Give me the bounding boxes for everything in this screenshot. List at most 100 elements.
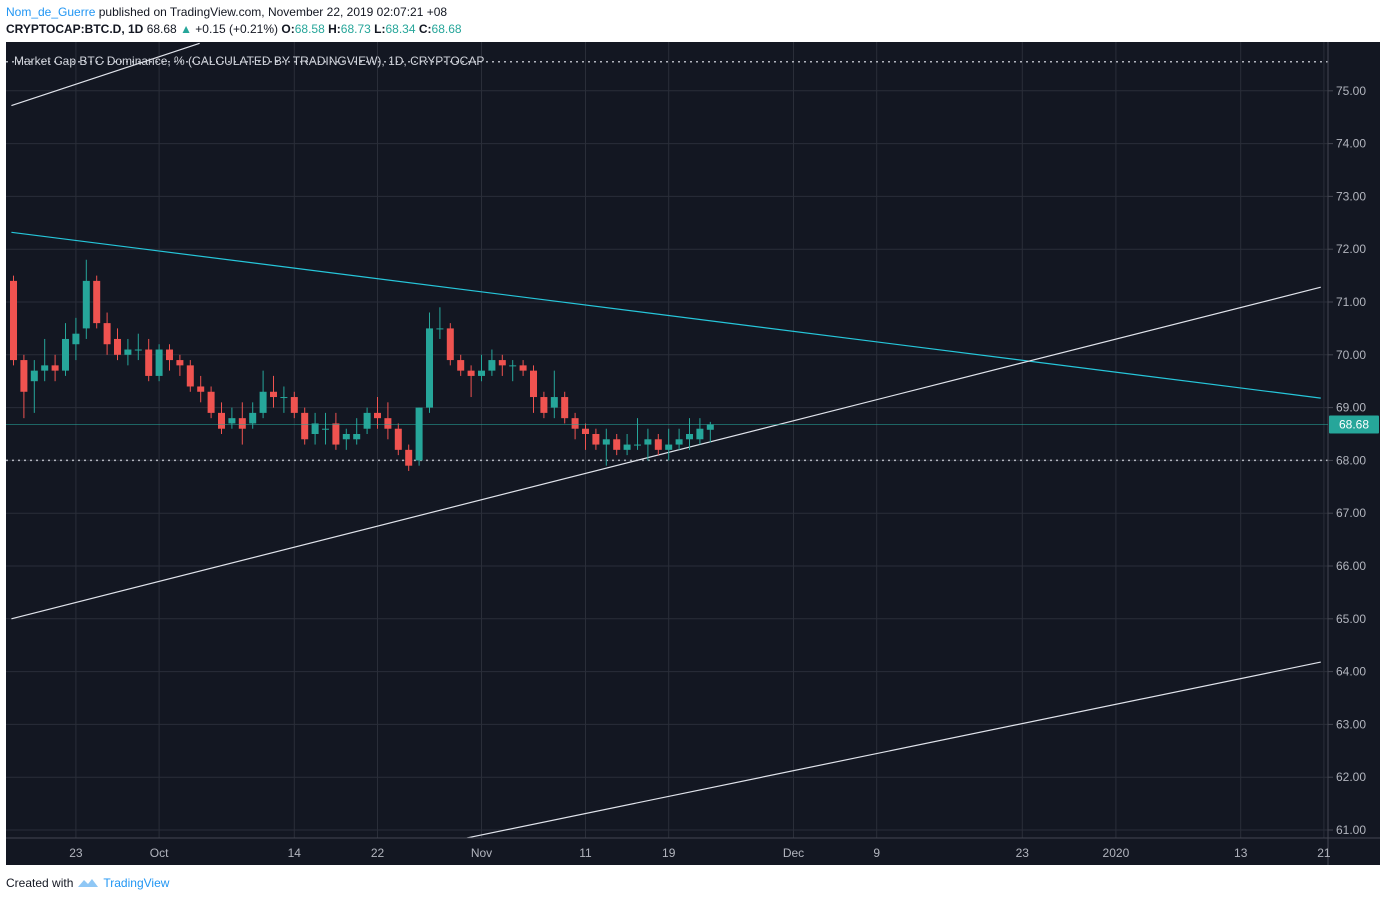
candle <box>51 354 59 382</box>
price-tick-label: 69.00 <box>1336 401 1366 415</box>
trendlines[interactable] <box>11 42 1321 839</box>
price-tick-label: 75.00 <box>1336 84 1366 98</box>
candle <box>675 428 683 450</box>
candle-body <box>363 412 371 429</box>
time-tick-label: 21 <box>1317 846 1331 860</box>
candle-body <box>686 434 693 440</box>
price-axis[interactable]: 61.00 62.00 63.00 64.00 65.00 66.00 67.00 68.00… <box>1328 84 1366 837</box>
candle <box>290 391 298 419</box>
candle <box>592 428 600 450</box>
candle <box>457 354 465 376</box>
low-label: L: <box>374 22 386 36</box>
candle-body <box>446 328 454 361</box>
open-label: O: <box>281 22 295 36</box>
change-value: +0.15 (+0.21%) <box>195 22 279 36</box>
candle <box>20 354 28 419</box>
candle-body <box>530 370 537 398</box>
candle <box>301 407 309 445</box>
published-text: published on TradingView.com, November 2… <box>98 5 448 19</box>
candle-body <box>155 349 163 376</box>
candle <box>353 418 361 445</box>
candle <box>696 418 704 445</box>
time-tick-label: 19 <box>662 846 676 860</box>
price-chart[interactable]: Market Cap BTC Dominance, % (CALCULATED … <box>6 42 1380 865</box>
low-value: 68.34 <box>385 22 416 36</box>
chart-frame[interactable]: Market Cap BTC Dominance, % (CALCULATED … <box>6 42 1380 865</box>
candle-body <box>415 407 423 461</box>
candle <box>72 317 80 361</box>
candle-body <box>675 439 683 445</box>
candle-body <box>197 386 205 392</box>
candle-body <box>592 434 600 445</box>
candle <box>145 338 153 382</box>
candle <box>93 275 101 329</box>
candle <box>62 323 69 376</box>
candle <box>426 312 433 413</box>
candle-body <box>176 360 184 366</box>
candle-body <box>20 360 28 392</box>
candle-body <box>457 360 465 371</box>
price-tick-label: 73.00 <box>1336 189 1366 203</box>
candle <box>467 365 475 398</box>
candle <box>384 402 392 440</box>
price-tick-label: 67.00 <box>1336 506 1366 520</box>
candle <box>280 386 288 413</box>
trendline <box>466 661 1321 839</box>
candle-body <box>301 412 309 440</box>
candle-body <box>634 444 641 446</box>
candle <box>10 275 17 366</box>
candle-body <box>623 444 631 450</box>
candle-body <box>186 365 194 387</box>
candle-body <box>103 323 111 345</box>
candle <box>332 412 340 450</box>
price-tick-label: 65.00 <box>1336 612 1366 626</box>
candle <box>561 391 569 424</box>
candle-body <box>207 391 215 413</box>
price-tick-label: 71.00 <box>1336 295 1366 309</box>
grid <box>6 42 1328 838</box>
candle <box>82 259 90 339</box>
candle-body <box>394 428 402 450</box>
candle <box>550 370 558 419</box>
time-tick-label: 2020 <box>1103 846 1130 860</box>
candle-body <box>30 370 38 382</box>
candle <box>228 407 236 429</box>
symbol-name: CRYPTOCAP:BTC.D, 1D <box>6 22 144 36</box>
candle-body <box>467 370 475 376</box>
candles <box>10 259 714 471</box>
candle-body <box>602 439 610 445</box>
candle <box>374 397 381 429</box>
candle-body <box>478 370 485 376</box>
price-tick-label: 72.00 <box>1336 242 1366 256</box>
candle-body <box>696 428 704 440</box>
price-tick-label: 63.00 <box>1336 717 1366 731</box>
author-link[interactable]: Nom_de_Guerre <box>6 5 96 19</box>
candle-body <box>654 439 662 450</box>
time-tick-label: 11 <box>579 846 592 860</box>
tradingview-link[interactable]: TradingView <box>103 876 170 890</box>
time-axis[interactable]: 23 Oct 14 22 Nov 11 19 Dec 9 23 2020 13 21 <box>69 846 1331 860</box>
candle <box>207 386 215 419</box>
candle-body <box>166 349 173 361</box>
candle <box>509 360 517 382</box>
candle <box>446 323 454 366</box>
open-value: 68.58 <box>294 22 325 36</box>
candle <box>519 360 527 376</box>
candle <box>488 349 496 376</box>
candle-body <box>218 412 225 429</box>
candle <box>363 407 371 434</box>
time-tick-label: 22 <box>371 846 385 860</box>
candle-body <box>488 360 496 371</box>
candle-body <box>249 412 257 424</box>
candle-body <box>644 439 652 445</box>
candle <box>686 418 693 450</box>
candle <box>602 428 610 466</box>
candle <box>30 360 38 413</box>
candle <box>124 338 132 366</box>
candle-body <box>426 328 433 408</box>
time-tick-label: 14 <box>288 846 302 860</box>
candle-body <box>311 423 319 434</box>
candle-body <box>436 328 444 330</box>
created-with-text: Created with <box>6 876 74 890</box>
price-tick-label: 62.00 <box>1336 770 1366 784</box>
